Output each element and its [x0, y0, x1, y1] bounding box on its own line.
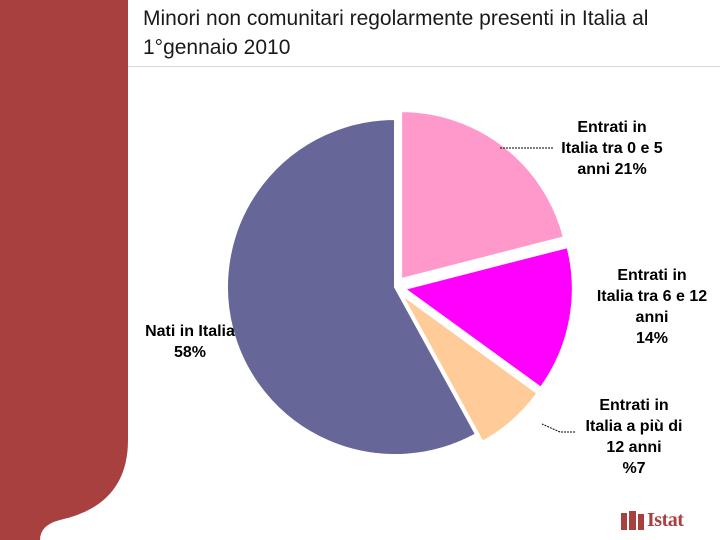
pie-slice-label-line: 58%	[174, 344, 206, 361]
pie-slice-label: Entrati in Italia tra 6 e 12 anni 14%	[597, 267, 707, 347]
pie-slice-label: Entrati in Italia a più di 12 anni %7	[586, 397, 683, 477]
pie-slice-label-line: Italia tra 6 e 12	[597, 288, 707, 305]
pie-slice-label-line: %7	[622, 460, 645, 477]
slide-title: Minori non comunitari regolarmente prese…	[143, 7, 649, 59]
pie-slice-label-line: anni	[636, 309, 669, 326]
pie-slice-label-line: Entrati in	[577, 119, 646, 136]
pie-slice	[400, 110, 566, 281]
pie-slice-label-line: 14%	[636, 330, 668, 347]
sidebar-band	[0, 0, 128, 540]
pie-slice-label-line: Entrati in	[617, 267, 686, 284]
pie-slice-label: Entrati in Italia tra 0 e 5 anni 21%	[561, 119, 662, 178]
istat-logo: Istat	[620, 508, 700, 534]
istat-logo-icon	[621, 511, 644, 530]
title-divider	[128, 66, 720, 67]
pie-leader-line	[541, 423, 575, 433]
pie-slice-label-line: Italia a più di	[586, 418, 683, 435]
pie-slice-label-line: 12 anni	[606, 439, 661, 456]
pie-slice-label: Nati in Italia 58%	[145, 323, 235, 361]
pie-slice	[400, 293, 539, 444]
pie-slice-label-line: Nati in Italia	[145, 323, 235, 340]
pie-slice	[402, 245, 574, 390]
pie-slice	[226, 117, 478, 456]
pie-slice-label-line: anni 21%	[577, 161, 646, 178]
pie-slice-label-line: Italia tra 0 e 5	[561, 140, 662, 157]
pie-slice-label-line: Entrati in	[599, 397, 668, 414]
istat-logo-text: Istat	[647, 509, 684, 531]
sidebar-curve-decoration	[40, 0, 128, 540]
